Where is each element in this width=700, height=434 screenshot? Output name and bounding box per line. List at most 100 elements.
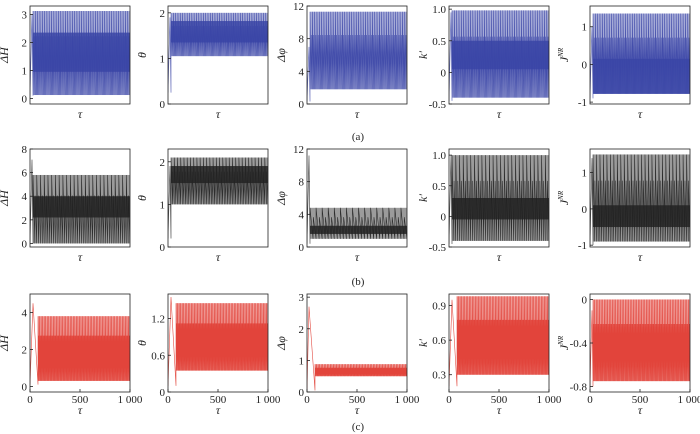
ytick-label-b4-0: -0.5 xyxy=(429,242,447,254)
panel-b1: 0 2 4 6 8 τ ΔH xyxy=(0,144,131,264)
ytick-label-c5-1: -0.4 xyxy=(570,338,588,350)
envelope-b3 xyxy=(310,207,407,239)
series-c3 xyxy=(307,306,407,391)
ytick-label-c2-0: 0 xyxy=(160,387,166,399)
ytick-label-c4-2: 0.9 xyxy=(432,301,446,313)
series-a4 xyxy=(449,10,549,101)
ytick-label-c1-0: 0 xyxy=(22,381,28,393)
xtick-label-c5-2: 1 000 xyxy=(678,394,700,406)
ylabel-a1: ΔH xyxy=(0,46,11,64)
ytick-label-a1-0: 0 xyxy=(22,93,28,105)
series-a2 xyxy=(168,12,268,93)
line-c1 xyxy=(30,303,130,385)
ylabel-c3: Δφ xyxy=(274,336,288,351)
ytick-label-b1-0: 0 xyxy=(22,238,28,250)
ytick-label-a4-3: 1.0 xyxy=(432,4,446,16)
xlabel-c3: τ xyxy=(355,403,360,417)
ytick-label-a1-3: 3 xyxy=(22,9,28,21)
ytick-label-a2-0: 0 xyxy=(160,99,166,111)
xlabel-b3: τ xyxy=(355,250,360,264)
series-c5 xyxy=(590,299,690,387)
ytick-label-b5-1: 0 xyxy=(582,204,588,216)
ytick-label-c1-2: 4 xyxy=(22,307,28,319)
xlabel-b2: τ xyxy=(216,250,221,264)
ytick-label-a3-1: 4 xyxy=(299,66,305,78)
axes-frame-b2 xyxy=(167,148,269,248)
xtick-label-c5-0: 0 xyxy=(587,394,593,406)
band-a5 xyxy=(593,58,690,94)
xtick-label-c1-1: 500 xyxy=(72,394,89,406)
ytick-label-b1-2: 4 xyxy=(22,191,28,203)
xtick-label-c1-0: 0 xyxy=(27,394,33,406)
ytick-label-c3-1: 1 xyxy=(299,355,305,367)
ytick-label-c3-0: 0 xyxy=(299,387,305,399)
axes-frame-a1 xyxy=(29,5,131,105)
xlabel-a2: τ xyxy=(216,107,221,121)
ytick-label-b3-0: 0 xyxy=(299,242,305,254)
line-c4 xyxy=(449,296,549,387)
envelope-a3 xyxy=(310,11,407,90)
panel-c1: 0 2 4 0 500 1 000 τ ΔH xyxy=(0,293,143,417)
line-b3 xyxy=(307,155,407,244)
ytick-label-b2-2: 2 xyxy=(160,157,166,169)
panel-b5: -1 0 1 τ JNR xyxy=(557,148,691,264)
ytick-label-c4-0: 0.3 xyxy=(432,370,446,382)
axes-frame-b1 xyxy=(29,148,131,248)
ytick-label-b1-4: 8 xyxy=(22,144,28,156)
ytick-label-a1-1: 1 xyxy=(22,65,28,77)
ytick-label-c3-3: 3 xyxy=(299,292,305,304)
panel-a3: 0 4 8 12 τ Δφ xyxy=(274,1,408,121)
panel-a4: -0.5 0 0.5 1.0 τ k′ xyxy=(416,4,550,121)
ytick-label-a3-3: 12 xyxy=(293,1,304,13)
ytick-label-a3-0: 0 xyxy=(299,99,305,111)
ytick-label-b3-2: 8 xyxy=(299,177,305,189)
xlabel-a5: τ xyxy=(638,107,643,121)
ytick-label-a4-0: -0.5 xyxy=(429,99,447,111)
xtick-label-c1-2: 1 000 xyxy=(118,394,143,406)
ytick-label-a5-1: 0 xyxy=(582,59,588,71)
ytick-label-c5-0: -0.8 xyxy=(570,382,588,394)
line-b1 xyxy=(30,159,130,244)
envelope-c1 xyxy=(38,316,130,381)
line-c3 xyxy=(307,306,407,391)
xtick-label-c4-1: 500 xyxy=(491,394,508,406)
series-b4 xyxy=(449,155,549,244)
ylabel-b3: Δφ xyxy=(274,191,288,206)
line-b5 xyxy=(590,154,690,246)
axes-frame-c3 xyxy=(306,293,408,393)
ylabel-b2: θ xyxy=(135,195,149,201)
xtick-label-c5-1: 500 xyxy=(632,394,649,406)
xtick-label-c2-2: 1 000 xyxy=(256,394,281,406)
line-c5 xyxy=(590,299,690,387)
ylabel-a2: θ xyxy=(135,52,149,58)
envelope-c3 xyxy=(315,364,407,377)
ylabel-a4: k′ xyxy=(416,51,430,59)
ytick-label-c4-1: 0.6 xyxy=(432,335,446,347)
ytick-label-b1-3: 6 xyxy=(22,168,28,180)
panel-c3: 0 1 2 3 0 500 1 000 τ Δφ xyxy=(274,292,420,417)
ytick-label-a3-2: 8 xyxy=(299,34,305,46)
series-c1 xyxy=(30,303,130,385)
ylabel-a3: Δφ xyxy=(274,48,288,63)
envelope-b5 xyxy=(593,154,690,242)
xlabel-c2: τ xyxy=(216,403,221,417)
line-b4 xyxy=(449,155,549,244)
ytick-label-b2-1: 1 xyxy=(160,199,166,211)
band-b1 xyxy=(33,196,130,218)
line-c2 xyxy=(168,297,268,386)
series-a1 xyxy=(30,11,130,96)
xtick-label-c3-2: 1 000 xyxy=(395,394,420,406)
ytick-label-b4-2: 0.5 xyxy=(432,181,446,193)
panel-c4: 0.3 0.6 0.9 0 500 1 000 τ k′ xyxy=(416,293,562,417)
xlabel-a4: τ xyxy=(497,107,502,121)
band-a2 xyxy=(171,21,268,43)
series-b3 xyxy=(307,155,407,244)
xlabel-a1: τ xyxy=(78,107,83,121)
ytick-label-a1-2: 2 xyxy=(22,37,28,49)
xlabel-c4: τ xyxy=(497,403,502,417)
ytick-label-c3-2: 2 xyxy=(299,324,305,336)
envelope-c5 xyxy=(593,299,690,382)
panel-a1: 0 1 2 3 τ ΔH xyxy=(0,5,131,121)
ylabel-a5: JNR xyxy=(557,47,571,62)
